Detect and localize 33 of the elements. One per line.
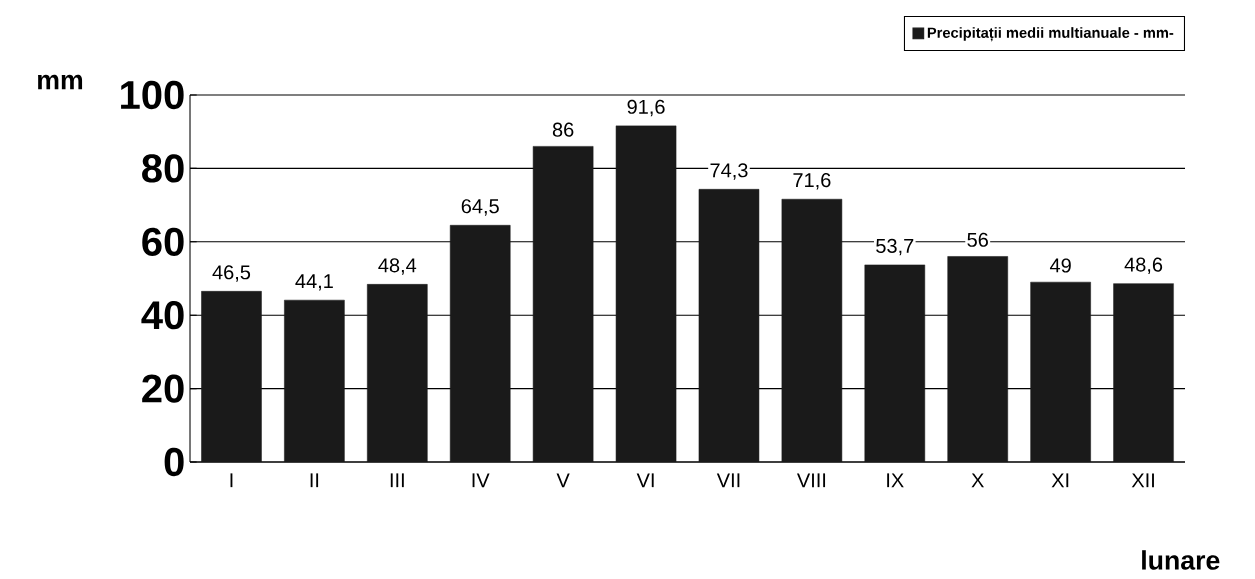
text: 49 <box>1049 258 1071 273</box>
y-tick-label: 100 <box>121 80 184 110</box>
text: 91,6 <box>627 99 665 117</box>
x-tick-label: VII <box>716 473 740 488</box>
y-tick-label: 0 <box>164 447 184 477</box>
x-tick-label: IV <box>472 473 490 488</box>
x-tick-label: IX <box>887 473 904 488</box>
x-tick-label: XII <box>1131 473 1154 488</box>
text: 48,6 <box>1124 257 1163 275</box>
x-tick-label: I <box>230 473 233 488</box>
text: 86 <box>552 122 574 137</box>
x-tick-label: V <box>556 473 570 488</box>
legend-label: Precipitații medii multianuale - mm- <box>927 27 1174 42</box>
y-tick-label: 60 <box>142 227 184 256</box>
y-axis-title: mm <box>38 74 83 90</box>
y-tick-label: 80 <box>142 154 184 183</box>
text: 56 <box>967 232 988 247</box>
text: 53,7 <box>876 238 914 256</box>
x-tick-label: III <box>390 473 404 488</box>
x-tick-label: VIII <box>796 473 826 488</box>
text: 71,6 <box>793 173 831 190</box>
x-axis-title: lunare <box>1142 550 1220 570</box>
x-tick-label: II <box>310 473 319 488</box>
y-tick-label: 20 <box>142 374 184 403</box>
text: 64,5 <box>461 199 499 216</box>
x-tick-label: XI <box>1051 473 1069 488</box>
text: 46,5 <box>212 265 251 282</box>
text: 44,1 <box>295 274 333 291</box>
x-tick-label: X <box>971 473 984 488</box>
y-tick-label: 40 <box>141 301 184 330</box>
text: 48,4 <box>378 258 417 275</box>
x-tick-label: VI <box>636 473 654 488</box>
text: 74,3 <box>710 163 748 180</box>
